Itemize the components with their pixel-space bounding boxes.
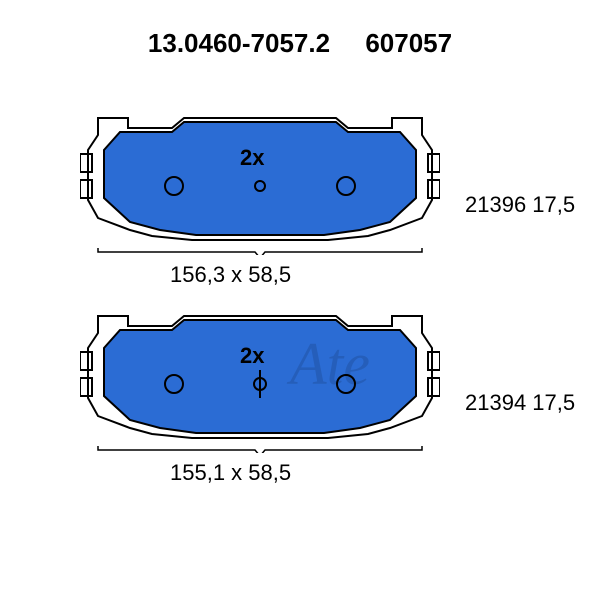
- header-part-numbers: 13.0460-7057.2 607057: [0, 0, 600, 59]
- brake-pad-top: 2x: [80, 110, 440, 255]
- brake-pad-top-diagram: [80, 110, 440, 255]
- brake-pad-bottom: 2x: [80, 308, 440, 453]
- pad-bottom-dimensions: 155,1 x 58,5: [170, 460, 291, 486]
- pad-top-dimensions: 156,3 x 58,5: [170, 262, 291, 288]
- part-number-short: 607057: [365, 28, 452, 59]
- pad-bottom-side-code: 21394 17,5: [465, 390, 575, 416]
- part-number-main: 13.0460-7057.2: [148, 28, 330, 59]
- brake-pad-bottom-diagram: [80, 308, 440, 453]
- pad-top-side-code: 21396 17,5: [465, 192, 575, 218]
